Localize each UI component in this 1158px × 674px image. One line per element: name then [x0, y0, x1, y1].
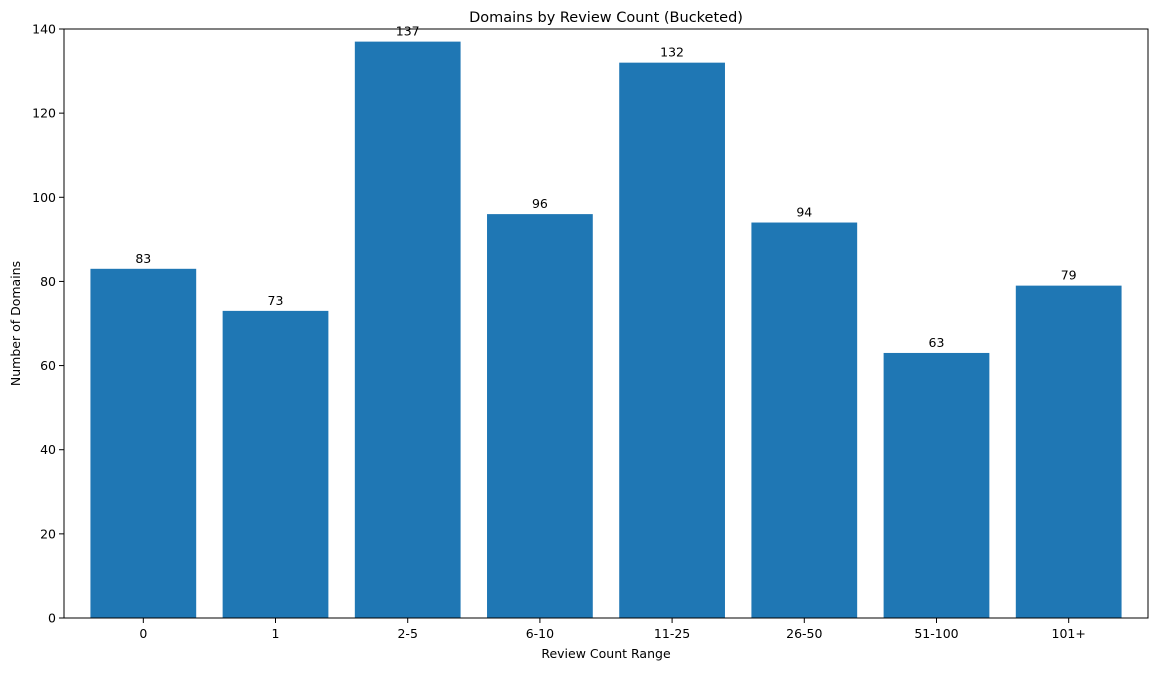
y-tick-label: 120	[32, 106, 56, 121]
y-tick-label: 20	[40, 526, 56, 541]
x-tick-label: 101+	[1052, 626, 1086, 641]
y-tick-label: 0	[48, 611, 56, 626]
x-tick-label: 51-100	[914, 626, 958, 641]
bar-11-25	[619, 62, 725, 618]
y-axis: 0 20 40 60 80 100 120 140	[32, 22, 64, 626]
bar-value-label: 96	[532, 196, 548, 211]
y-tick-label: 40	[40, 442, 56, 457]
bar-value-label: 73	[268, 293, 284, 308]
bar-value-label: 94	[796, 205, 812, 220]
bars-layer	[90, 41, 1122, 618]
bar-6-10	[487, 214, 593, 618]
bar-value-label: 83	[135, 251, 151, 266]
x-tick-label: 6-10	[526, 626, 554, 641]
bar-labels-layer: 83 73 137 96 132 94 63 79	[135, 24, 1076, 350]
bar-51-100	[883, 352, 990, 618]
chart-title: Domains by Review Count (Bucketed)	[469, 10, 743, 26]
bar-101+	[1015, 285, 1122, 618]
bar-1	[222, 310, 329, 618]
y-tick-label: 60	[40, 358, 56, 373]
bar-value-label: 132	[660, 45, 684, 60]
bar-value-label: 63	[929, 335, 945, 350]
y-axis-title: Number of Domains	[8, 261, 23, 386]
bar-value-label: 79	[1061, 268, 1077, 283]
bar-26-50	[751, 222, 858, 618]
y-tick-label: 80	[40, 274, 56, 289]
x-tick-label: 11-25	[654, 626, 690, 641]
x-axis: 0 1 2-5 6-10 11-25 26-50 51-100 101+	[139, 618, 1086, 641]
y-tick-label: 100	[32, 190, 56, 205]
x-axis-title: Review Count Range	[541, 646, 671, 661]
x-tick-label: 1	[272, 626, 280, 641]
bar-2-5	[354, 41, 461, 618]
bar-0	[90, 268, 197, 618]
x-tick-label: 26-50	[786, 626, 822, 641]
plot-frame	[63, 28, 1149, 619]
y-tick-label: 140	[32, 22, 56, 37]
x-tick-label: 2-5	[397, 626, 417, 641]
x-tick-label: 0	[139, 626, 147, 641]
bar-value-label: 137	[396, 24, 420, 39]
